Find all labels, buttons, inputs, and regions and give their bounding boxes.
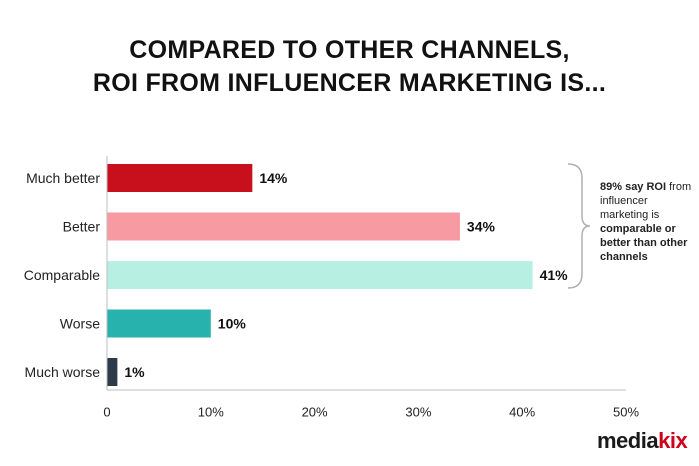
chart-title-line-1: COMPARED TO OTHER CHANNELS,: [129, 36, 570, 64]
category-label-much-better: Much better: [26, 170, 100, 186]
x-tick-label-20: 20%: [302, 405, 328, 420]
bar-better: [107, 212, 460, 241]
value-label-much-better: 14%: [259, 170, 288, 186]
brand-logo-main: media: [597, 428, 659, 453]
callout-text: 89% say ROI from influencer marketing is…: [600, 180, 696, 264]
callout-text-3: from influencer marketing is: [600, 181, 692, 221]
value-label-comparable: 41%: [540, 267, 569, 283]
x-tick-label-10: 10%: [198, 405, 224, 420]
callout-text-4: comparable or better than other channels: [600, 223, 688, 263]
value-label-worse: 10%: [218, 316, 247, 332]
brand-logo-accent: kix: [658, 428, 688, 453]
brand-logo: mediakix: [597, 428, 688, 454]
chart-title: COMPARED TO OTHER CHANNELS, ROI FROM INF…: [0, 34, 699, 100]
category-label-worse: Worse: [60, 316, 100, 332]
x-tick-label-30: 30%: [405, 405, 431, 420]
bar-much-worse: [107, 358, 118, 386]
category-label-comparable: Comparable: [24, 267, 100, 283]
value-label-much-worse: 1%: [124, 364, 145, 380]
callout-text-1: 89% say: [600, 181, 647, 193]
bar-worse: [107, 309, 211, 338]
x-tick-label-50: 50%: [613, 405, 639, 420]
bar-much-better: [107, 164, 253, 192]
category-label-better: Better: [63, 219, 101, 235]
x-tick-label-0: 0: [103, 405, 110, 420]
value-label-better: 34%: [467, 219, 496, 235]
callout-bracket: [567, 163, 591, 289]
callout-text-2: ROI: [646, 181, 667, 193]
x-tick-label-40: 40%: [509, 405, 535, 420]
category-label-much-worse: Much worse: [25, 364, 101, 380]
bar-comparable: [107, 261, 533, 289]
chart-title-line-2: ROI FROM INFLUENCER MARKETING IS...: [92, 69, 607, 97]
